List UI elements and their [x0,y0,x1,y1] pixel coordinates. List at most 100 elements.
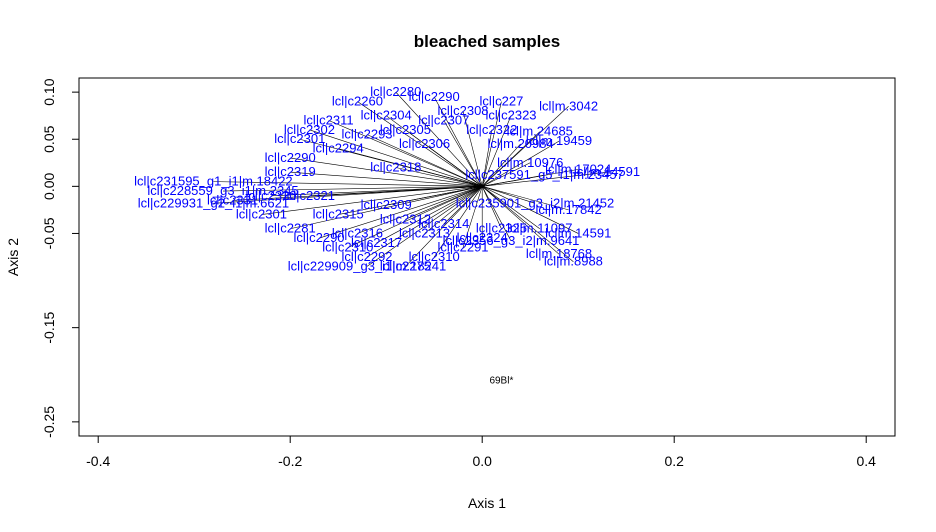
variable-label: lcl|c2290 [265,150,316,165]
variable-label: lcl|m.14591 [545,225,611,240]
variable-label: lcl|c2323 [485,108,536,123]
loading-arrow [347,186,483,248]
loading-arrow [481,129,493,187]
variable-label: lcl|c2318 [370,160,421,175]
variable-label: lcl|c229909_g3_i1|m.18241 [288,258,447,273]
y-tick-label: 0.10 [41,78,57,105]
loading-arrow [357,101,483,187]
loading-arrow [482,186,574,262]
loading-arrow [309,186,483,197]
variable-label: lcl|c227 [479,94,523,109]
variable-label: lcl|c2260 [332,94,383,109]
variable-label: lcl|c2275 [380,258,431,273]
variable-label: lcl|c2313 [399,225,450,240]
loading-arrow [481,186,502,229]
loading-arrow [395,91,483,187]
variable-label: lcl|c2306 [399,136,450,151]
y-axis-label: Axis 2 [5,238,21,276]
variable-label: lcl|m.17024 [545,161,611,176]
loading-arrow [462,186,483,248]
variable-label: lcl|c2322 [466,122,517,137]
variable-label: lcl|c2314 [418,216,469,231]
variable-label: lcl|c2304 [361,108,412,123]
variable-label: lcl|m.3042 [539,98,598,113]
loading-arrow [482,186,536,204]
loading-arrow [482,171,608,187]
chart-title: bleached samples [414,32,560,51]
loading-arrow [481,186,512,242]
loading-arrow [357,186,483,234]
loading-arrow [482,186,569,211]
variable-label: lcl|c2307 [418,112,469,127]
variable-label: lcl|c2294 [313,141,364,156]
y-tick-label: 0.05 [41,125,57,152]
y-tick-label: 0.00 [41,173,57,200]
loading-arrow [366,134,483,187]
variable-label: lcl|c229931_g2_i1|m.6621 [138,195,289,210]
loading-arrow [395,167,483,187]
variable-label: lcl|c2325 [476,221,527,236]
loading-arrow [309,129,483,187]
variable-label: lcl|c2321 [284,188,335,203]
variable-label: lcl|c2308 [437,103,488,118]
variable-label: lcl|c2319 [265,164,316,179]
variable-label: lcl|c235901_g3_i2|m.21452 [456,195,615,210]
variable-label: lcl|c2309 [361,197,412,212]
loading-arrow [318,186,483,239]
sample-label: 69Bl* [489,375,513,386]
variable-label: lcl|c2331 [207,192,258,207]
loading-arrow [482,169,579,187]
y-axis: 0.10 0.05 0.00 -0.05 -0.15 -0.25 [41,78,80,438]
loading-arrow [482,186,579,234]
variable-label: lcl|c2305 [380,122,431,137]
variable-label: lcl|m.19459 [526,133,592,148]
x-tick-label: 0.2 [664,453,684,469]
loading-arrow [338,148,483,187]
loading-arrows [213,91,608,267]
loading-arrow [328,120,483,187]
variable-label: lcl|c2315 [313,207,364,222]
variable-label: lcl|c2324 [457,230,508,245]
loading-arrow [443,186,483,225]
loading-arrow [290,171,483,187]
variable-label: lcl|c2281 [265,221,316,236]
loading-arrow [433,186,483,258]
loading-arrow [482,140,560,187]
loading-arrow [366,186,483,258]
loading-arrow [424,186,483,234]
variable-label: lcl|m.11097 [507,221,572,236]
variable-label: lcl|m.17842 [535,202,601,217]
y-tick-label: -0.15 [41,311,57,343]
loading-arrow [481,101,502,187]
variable-label: lcl|c2310 [409,249,460,264]
loading-arrow [433,96,483,187]
loading-arrow [290,186,483,230]
variable-label: lcl|c231595_g1_i1|m.18422 [134,174,293,189]
variable-label: lcl|c2356_g3_i2|m.9641 [443,233,580,248]
loading-arrow [482,186,540,229]
loading-arrow [482,162,531,187]
loading-arrow [462,110,483,187]
loading-arrow [222,186,483,192]
x-tick-label: 0.4 [856,453,876,469]
x-tick-label: -0.4 [86,453,110,469]
variable-label: lcl|m.14591 [574,164,640,179]
variable-label: lcl|c2280 [370,84,421,99]
x-axis-label: Axis 1 [468,495,506,511]
loading-arrow [482,186,560,255]
y-tick-label: -0.05 [41,217,57,249]
variable-label: lcl|c2302 [284,122,335,137]
variable-label: lcl|c237591_g5_i1|m.23457 [465,167,624,182]
variable-label: lcl|c2301 [236,207,287,222]
loading-arrow [270,186,483,197]
variable-label: lcl|c228559_g3_i1|m.2345 [147,183,298,198]
loading-arrow [338,186,483,215]
loading-arrow [443,120,483,187]
x-tick-label: 0.0 [472,453,492,469]
variable-label: lcl|m.8988 [544,254,603,269]
variable-labels: lcl|c237591_g5_i1|m.23457 lcl|c235901_g3_… [134,84,640,273]
loading-arrow [261,186,483,215]
variable-label: lcl|c2311 [304,112,354,127]
variable-label: lcl|c2292 [341,249,392,264]
